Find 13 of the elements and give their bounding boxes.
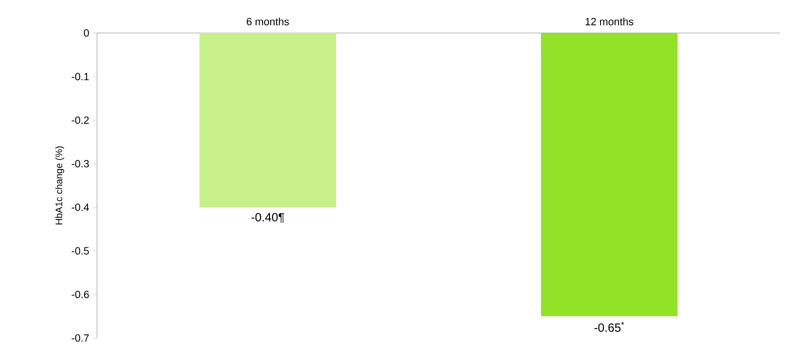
- y-tick-label: -0.6: [72, 290, 89, 298]
- y-tick-label: -0.7: [72, 334, 89, 342]
- y-tick-label: -0.2: [72, 116, 89, 124]
- data-label: -0.40¶: [251, 212, 284, 223]
- y-tick-label: -0.4: [72, 204, 89, 211]
- x-tick-label: 12 months: [586, 18, 634, 26]
- data-label: -0.65$^{*}$: [594, 322, 624, 332]
- y-tick-label: -0.5: [72, 247, 89, 255]
- x-tick-label: 6 months: [246, 18, 289, 26]
- y-tick-label: -0.3: [72, 160, 89, 168]
- y-tick-label: -0.1: [72, 72, 89, 80]
- y-axis-title: HbA1c change (%): [55, 146, 64, 224]
- y-tick-label: 0: [84, 29, 89, 37]
